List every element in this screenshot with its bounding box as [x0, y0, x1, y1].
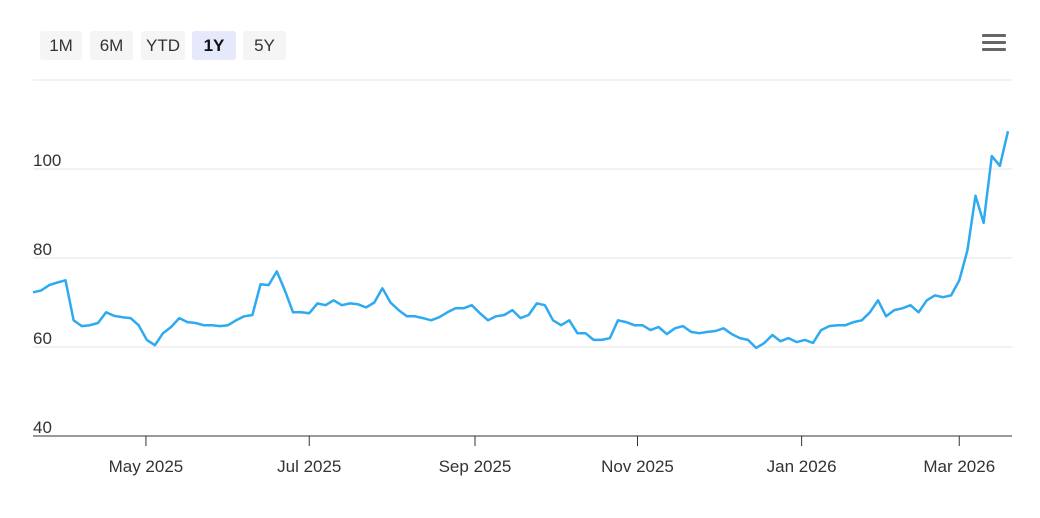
y-tick-label: 60	[33, 329, 52, 348]
x-tick-label: Jan 2026	[767, 457, 837, 476]
menu-bar	[982, 41, 1006, 44]
x-tick-label: Jul 2025	[277, 457, 341, 476]
x-tick-label: Mar 2026	[923, 457, 995, 476]
y-tick-label: 80	[33, 240, 52, 259]
menu-button[interactable]	[982, 34, 1006, 54]
range-button[interactable]: 1Y	[192, 31, 236, 60]
menu-bar	[982, 48, 1006, 51]
range-button[interactable]: 1M	[40, 31, 82, 60]
range-button[interactable]: 5Y	[243, 31, 286, 60]
range-button[interactable]: YTD	[141, 31, 185, 60]
y-tick-label: 40	[33, 418, 52, 437]
range-button[interactable]: 6M	[90, 31, 133, 60]
price-line	[32, 130, 1010, 350]
menu-bar	[982, 34, 1006, 37]
y-tick-label: 100	[33, 151, 61, 170]
x-tick-label: Nov 2025	[601, 457, 674, 476]
x-tick-label: Sep 2025	[439, 457, 512, 476]
x-tick-label: May 2025	[109, 457, 184, 476]
